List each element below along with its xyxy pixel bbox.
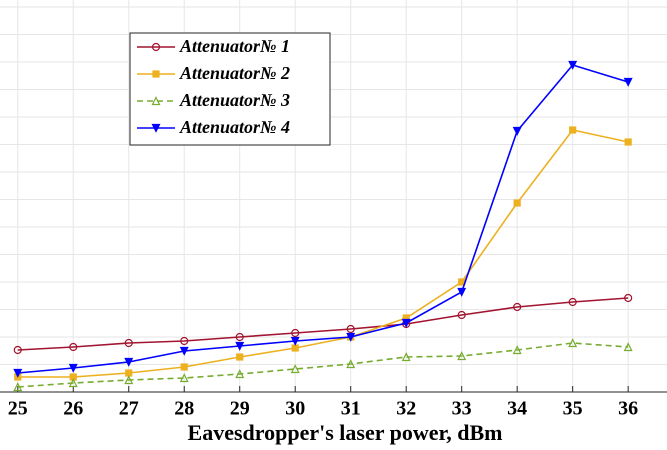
x-tick-label: 36 [618,398,638,420]
marker [623,342,633,352]
x-tick-label: 25 [8,398,28,420]
marker [457,310,466,320]
marker [124,375,134,385]
x-tick-label: 29 [230,398,250,420]
marker [401,318,411,328]
marker [124,338,133,348]
marker [180,363,188,371]
marker [151,123,161,133]
marker [568,297,577,307]
marker [124,357,134,367]
marker [457,287,467,297]
marker [513,199,521,207]
marker [179,346,189,356]
x-tick-label: 30 [285,398,305,420]
marker [235,341,245,351]
marker [624,138,632,146]
marker [624,293,633,303]
x-tick-label: 32 [396,398,416,420]
marker [151,96,161,106]
marker [151,42,161,52]
x-tick-label: 34 [507,398,527,420]
marker [291,328,300,338]
x-axis-label: Eavesdropper's laser power, dBm [188,420,503,445]
x-tick-label: 26 [63,398,83,420]
marker [180,336,189,346]
x-tick-label: 28 [174,398,194,420]
marker [68,378,78,388]
marker [569,126,577,134]
legend-label: Attenuator№ 3 [179,90,290,110]
legend-box [129,32,331,146]
marker [568,60,578,70]
marker [68,363,78,373]
x-tick-label: 31 [341,398,361,420]
marker [291,344,299,352]
x-tick-label: 33 [452,398,472,420]
marker [235,332,244,342]
marker [290,364,300,374]
marker [346,359,356,369]
legend-label: Attenuator№ 4 [179,117,290,137]
series-line [17,297,629,351]
marker [236,353,244,361]
marker [512,345,522,355]
series-line [17,129,629,378]
legend-label: Attenuator№ 2 [179,63,290,83]
marker [13,345,22,355]
marker [235,369,245,379]
marker [513,302,522,312]
marker [568,338,578,348]
marker [401,352,411,362]
marker [290,336,300,346]
marker [457,351,467,361]
marker [623,77,633,87]
marker [125,369,133,377]
series-line [17,64,629,374]
marker [13,368,23,378]
legend-label: Attenuator№ 1 [179,36,290,56]
marker [512,126,522,136]
x-tick-label: 27 [119,398,139,420]
marker [346,324,355,334]
marker [346,332,356,342]
marker [179,373,189,383]
marker [152,70,160,78]
marker [13,382,23,392]
series-line [17,342,629,388]
marker [69,342,78,352]
x-tick-label: 35 [563,398,583,420]
